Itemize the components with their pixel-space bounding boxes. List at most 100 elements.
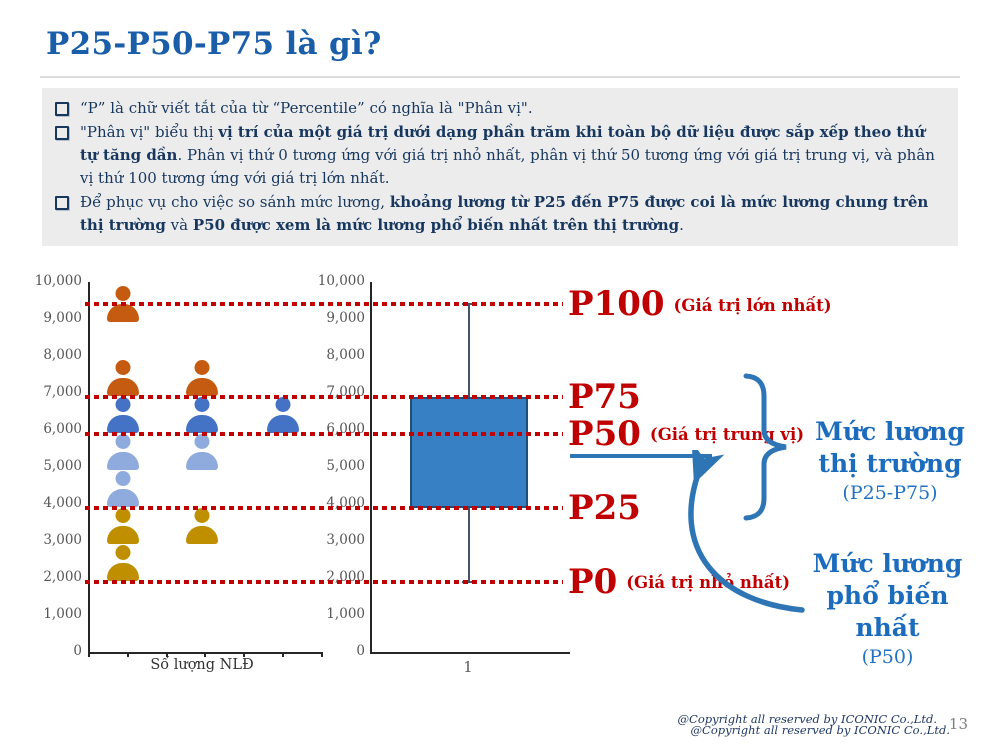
person-icon-body: [186, 452, 218, 471]
percentile-dotted-line: [85, 302, 563, 307]
x-axis-tick: [282, 652, 284, 657]
page-title: P25-P50-P75 là gì?: [46, 26, 382, 62]
percentile-dotted-line: [85, 579, 563, 584]
y-tick-label: 9,000: [326, 310, 365, 326]
y-tick-label: 0: [73, 643, 82, 659]
x-axis-tick: [320, 652, 323, 657]
boxplot-box: [410, 396, 528, 508]
y-tick-label: 4,000: [43, 495, 82, 511]
copyright-line-2: @Copyright all reserved by ICONIC Co.,Lt…: [690, 723, 950, 737]
percentile-note: (Giá trị nhỏ nhất): [626, 573, 791, 593]
y-tick-label: 1,000: [326, 606, 365, 622]
percentile-label-row: P25: [568, 487, 641, 529]
x-axis-tick: [243, 652, 246, 657]
most-common-salary-annotation: Mức lương phổ biến nhất (P50): [800, 548, 975, 670]
curved-arrow-icon: [688, 450, 805, 613]
percentile-label-row: P0 (Giá trị nhỏ nhất): [568, 561, 790, 603]
y-tick-label: 10,000: [317, 273, 365, 289]
percentile-label-row: P75: [568, 376, 641, 418]
y-tick-label: 0: [356, 643, 365, 659]
person-icon-head: [115, 545, 131, 561]
percentile-dotted-line: [85, 394, 563, 399]
definition-text-box: “P” là chữ viết tắt của từ “Percentile” …: [42, 88, 958, 246]
page-number: 13: [948, 715, 968, 733]
person-icon: [107, 397, 139, 434]
person-icon: [186, 360, 218, 397]
person-icon-head: [115, 360, 131, 376]
y-tick-label: 5,000: [43, 458, 82, 474]
bullet-item: “P” là chữ viết tắt của từ “Percentile” …: [55, 97, 942, 120]
person-icon-body: [107, 563, 139, 582]
person-icon-head: [194, 434, 210, 450]
person-icon: [107, 471, 139, 508]
bullet-text-segment: “P” là chữ viết tắt của từ “Percentile” …: [80, 99, 533, 117]
bullet-text-segment: .: [679, 216, 684, 234]
person-icon-body: [107, 378, 139, 397]
y-tick-label: 1,000: [43, 606, 82, 622]
x-axis-tick: [165, 652, 168, 657]
person-icon: [107, 545, 139, 582]
market-salary-annotation: Mức lương thị trường (P25-P75): [800, 416, 980, 506]
person-icon: [186, 508, 218, 545]
most-common-line1: Mức lương: [812, 549, 963, 578]
y-tick-label: 7,000: [43, 384, 82, 400]
x-axis-tick: [126, 652, 129, 657]
person-icon-body: [107, 415, 139, 434]
person-icon: [107, 360, 139, 397]
bullet-item: "Phân vị" biểu thị vị trí của một giá tr…: [55, 121, 942, 190]
square-bullet-icon: [55, 102, 69, 116]
market-salary-range: (P25-P75): [842, 482, 938, 504]
most-common-line2: phổ biến: [826, 581, 949, 610]
person-icon-head: [115, 508, 131, 524]
person-icon: [107, 508, 139, 545]
y-tick-label: 9,000: [43, 310, 82, 326]
person-icon-head: [115, 397, 131, 413]
percentile-dotted-line: [85, 505, 563, 510]
boxplot-lower-whisker: [468, 507, 470, 582]
p50-underline: [570, 453, 712, 458]
bullet-text: “P” là chữ viết tắt của từ “Percentile” …: [80, 97, 533, 120]
person-icon: [107, 434, 139, 471]
curly-brace-icon: [743, 373, 787, 521]
right-chart-x-axis: [370, 652, 570, 654]
person-icon-head: [115, 434, 131, 450]
percentile-note: (Giá trị lớn nhất): [673, 295, 832, 315]
person-icon-head: [194, 508, 210, 524]
y-tick-label: 3,000: [326, 532, 365, 548]
bullet-text: Để phục vụ cho việc so sánh mức lương, k…: [80, 191, 942, 237]
left-chart-x-axis-label: Số lượng NLĐ: [150, 657, 254, 673]
person-icon-body: [186, 378, 218, 397]
person-icon-head: [115, 286, 131, 302]
y-tick-label: 8,000: [43, 347, 82, 363]
square-bullet-icon: [55, 196, 69, 210]
person-icon-body: [267, 415, 299, 434]
person-icon: [186, 397, 218, 434]
bullet-item: Để phục vụ cho việc so sánh mức lương, k…: [55, 191, 942, 237]
person-icon-body: [107, 304, 139, 323]
y-tick-label: 8,000: [326, 347, 365, 363]
y-tick-label: 10,000: [34, 273, 82, 289]
market-salary-line2: thị trường: [818, 449, 962, 478]
copyright-line-1: @Copyright all reserved by ICONIC Co.,Lt…: [677, 712, 937, 726]
percentile-label-row: P100 (Giá trị lớn nhất): [568, 283, 832, 325]
x-axis-tick: [204, 652, 207, 657]
person-icon-head: [115, 471, 131, 487]
bullet-text-segment: và: [165, 216, 193, 234]
market-salary-line1: Mức lương: [815, 417, 965, 446]
y-tick-label: 3,000: [43, 532, 82, 548]
percentile-label: P100: [568, 284, 665, 325]
person-icon-body: [107, 452, 139, 471]
person-icon-body: [107, 489, 139, 508]
percentile-dotted-line: [85, 431, 563, 436]
bullet-text-segment: khoảng lương từ P25 đến P75 được coi là …: [80, 193, 929, 234]
percentile-label: P0: [568, 561, 618, 602]
person-icon: [186, 434, 218, 471]
title-divider: [40, 76, 960, 78]
bullet-text-segment: P50 được xem là mức lương phổ biến nhất …: [192, 216, 680, 234]
bullet-text-segment: vị trí của một giá trị dưới dạng phần tr…: [80, 123, 926, 164]
square-bullet-icon: [55, 126, 69, 140]
percentile-label: P75: [568, 376, 641, 417]
person-icon-head: [194, 360, 210, 376]
person-icon-body: [186, 526, 218, 545]
